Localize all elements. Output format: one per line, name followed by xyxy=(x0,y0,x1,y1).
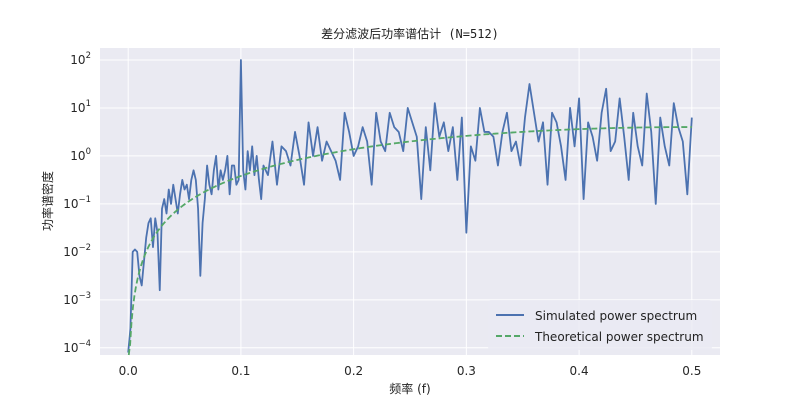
y-axis-label: 功率谱密度 xyxy=(40,171,55,231)
x-tick-label: 0.5 xyxy=(682,364,701,378)
legend-label-theoretical: Theoretical power spectrum xyxy=(534,330,704,344)
series-line-simulated xyxy=(127,59,693,353)
series-layer xyxy=(127,59,693,356)
y-tick-label: 10−1 xyxy=(63,195,91,211)
x-axis-ticks: 0.0 0.1 0.2 0.3 0.4 0.5 xyxy=(119,364,702,378)
legend-label-simulated: Simulated power spectrum xyxy=(535,309,697,323)
series-line-theoretical xyxy=(127,126,692,356)
legend-box xyxy=(488,300,712,350)
x-tick-label: 0.2 xyxy=(344,364,363,378)
y-axis-ticks: 10−4 10−3 10−2 10−1 100 101 102 xyxy=(63,51,91,355)
x-tick-label: 0.1 xyxy=(231,364,250,378)
y-tick-label: 10−4 xyxy=(63,339,91,355)
y-tick-label: 101 xyxy=(70,99,91,115)
y-tick-label: 102 xyxy=(70,51,91,67)
y-tick-label: 10−3 xyxy=(63,291,91,307)
x-tick-label: 0.3 xyxy=(457,364,476,378)
y-tick-label: 100 xyxy=(70,147,91,163)
x-tick-label: 0.0 xyxy=(119,364,138,378)
x-tick-label: 0.4 xyxy=(570,364,589,378)
legend: Simulated power spectrum Theoretical pow… xyxy=(488,300,712,350)
x-axis-label: 频率 (f) xyxy=(389,381,430,396)
chart-title: 差分滤波后功率谱估计 (N=512) xyxy=(321,26,499,41)
y-tick-label: 10−2 xyxy=(63,243,91,259)
